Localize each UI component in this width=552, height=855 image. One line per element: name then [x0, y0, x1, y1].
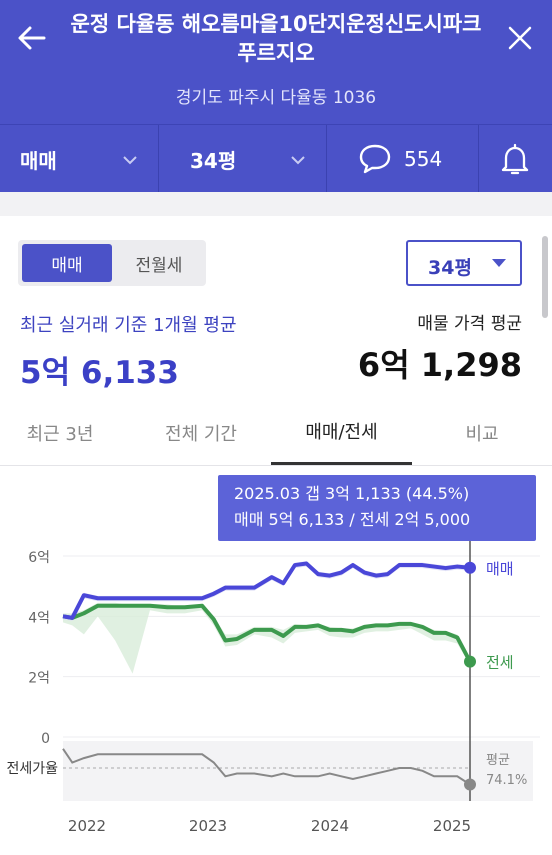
chevron-down-icon: [123, 156, 137, 165]
deal-type-segment: 매매 전월세: [18, 240, 206, 286]
ratio-avg-value: 74.1%: [486, 773, 527, 788]
x-tick-label: 2022: [68, 817, 106, 835]
size-label: 34평: [190, 148, 237, 173]
lease-end-point: [464, 655, 476, 668]
y-tick-label: 2억: [28, 671, 50, 687]
ratio-end-point: [464, 778, 476, 791]
back-arrow-icon[interactable]: [14, 20, 50, 56]
x-tick-label: 2024: [311, 817, 349, 835]
sale-range-band: [63, 561, 470, 621]
filter-bar: 매매 34평 554: [0, 124, 552, 193]
complex-address: 경기도 파주시 다율동 1036: [175, 88, 377, 108]
close-icon[interactable]: [502, 20, 538, 56]
ratio-label: 전세가율: [6, 761, 58, 777]
recent-price-value: 5억 6,133: [20, 355, 179, 391]
speech-bubble-icon: [359, 144, 391, 174]
size-select-value: 34평: [428, 257, 472, 279]
ratio-avg-label: 평균: [486, 753, 510, 768]
chart-tooltip: 2025.03 갭 3억 1,133 (44.5%) 매매 5억 6,133 /…: [218, 475, 536, 541]
segment-sale[interactable]: 매매: [22, 244, 112, 282]
segment-lease[interactable]: 전월세: [135, 255, 183, 276]
lease-series-label: 전세: [486, 654, 514, 672]
caret-down-icon: [492, 259, 506, 267]
sale-series-label: 매매: [486, 560, 514, 578]
tab-all-period[interactable]: 전체 기간: [165, 423, 237, 445]
comment-count: 554: [404, 147, 443, 171]
tooltip-price-line: 매매 5억 6,133 / 전세 2억 5,000: [234, 510, 471, 529]
scrollbar[interactable]: [542, 236, 548, 318]
size-select[interactable]: 34평: [406, 240, 522, 286]
app-header: 운정 다율동 해오름마을10단지운정신도시파크푸르지오 경기도 파주시 다율동 …: [0, 0, 552, 124]
tooltip-gap-line: 2025.03 갭 3억 1,133 (44.5%): [234, 484, 470, 503]
comments-button[interactable]: 554: [358, 125, 442, 193]
y-tick-label: 4억: [28, 610, 50, 626]
recent-price-label: 최근 실거래 기준 1개월 평균: [20, 315, 237, 336]
deal-type-label: 매매: [20, 148, 57, 173]
complex-title: 운정 다율동 해오름마을10단지운정신도시파크푸르지오: [70, 12, 482, 65]
period-tabs: 최근 3년 전체 기간 매매/전세 비교: [0, 400, 552, 466]
lease-range-band: [63, 602, 470, 674]
x-tick-label: 2023: [189, 817, 227, 835]
ratio-series-line: [62, 748, 471, 786]
section-gap: [0, 192, 552, 216]
sale-series-line: [62, 561, 471, 620]
lease-series-line: [62, 603, 472, 663]
bell-icon[interactable]: [500, 143, 530, 177]
y-tick-label: 6억: [28, 550, 50, 566]
chevron-down-icon: [291, 156, 305, 165]
y-tick-label: 0: [41, 731, 50, 747]
asking-price-value: 6억 1,298: [357, 346, 522, 384]
asking-price-label: 매물 가격 평균: [417, 314, 522, 334]
deal-type-dropdown[interactable]: 매매: [20, 125, 57, 193]
tab-sale-lease[interactable]: 매매/전세: [271, 400, 412, 465]
sale-end-point: [464, 561, 476, 574]
x-tick-label: 2025: [433, 817, 471, 835]
tab-compare[interactable]: 비교: [465, 423, 499, 445]
ratio-panel: [63, 741, 533, 801]
tab-recent-3y[interactable]: 최근 3년: [26, 423, 94, 445]
size-dropdown[interactable]: 34평: [190, 125, 236, 193]
